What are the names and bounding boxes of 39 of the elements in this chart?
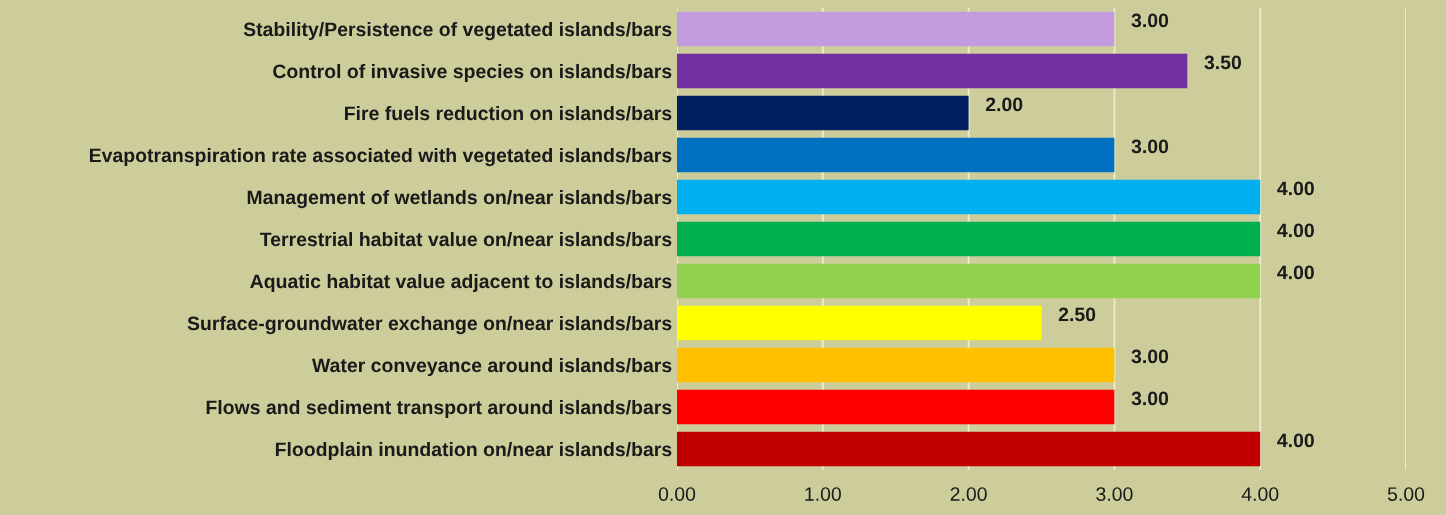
data-label: 2.00 [985,97,1023,112]
x-tick-label: 1.00 [805,487,841,501]
bar [677,95,969,131]
y-tick-label: Aquatic habitat value adjacent to islands/bars [250,273,672,293]
bar [677,431,1261,467]
bar [677,347,1115,383]
bar [677,53,1188,89]
bar [677,11,1115,47]
y-tick-label: Water conveyance around islands/bars [311,357,672,377]
data-label: 3.00 [1131,13,1169,28]
data-label: 4.00 [1277,433,1314,448]
bar [677,305,1042,341]
data-label: 4.00 [1277,265,1314,280]
x-tick-label: 2.00 [950,487,987,501]
x-tick-label: 5.00 [1387,487,1425,501]
y-tick-label: Flows and sediment transport around islands/bars [206,399,672,419]
bar [677,389,1115,425]
x-tick-label: 3.00 [1096,487,1133,501]
y-tick-label: Terrestrial habitat value on/near islands/bars [259,231,672,247]
y-tick-label: Fire fuels reduction on islands/bars [345,105,672,121]
bar [677,179,1261,215]
data-label: 2.50 [1058,307,1096,322]
data-label: 3.00 [1131,139,1169,154]
y-tick-label: Surface-groundwater exchange on/near islands/bars [187,315,672,335]
y-tick-label: Control of invasive species on islands/bars [273,63,672,83]
bar [677,137,1115,173]
x-tick-label: 0.00 [658,487,696,501]
data-label: 3.00 [1131,391,1169,406]
y-tick-label: Floodplain inundation on/near islands/bars [275,441,672,461]
x-tick-label: 4.00 [1241,487,1279,501]
y-tick-label: Management of wetlands on/near islands/bars [247,189,672,209]
data-label: 3.50 [1204,55,1242,70]
y-tick-label: Stability/Persistence of vegetated islands/bars [243,21,672,41]
data-label: 4.00 [1277,181,1314,196]
data-label: 3.00 [1131,349,1169,364]
bar [677,263,1261,299]
data-label: 4.00 [1277,223,1314,238]
bar [677,221,1261,257]
y-tick-label: Evapotranspiration rate associated with vegetated islands/bars [89,147,672,167]
